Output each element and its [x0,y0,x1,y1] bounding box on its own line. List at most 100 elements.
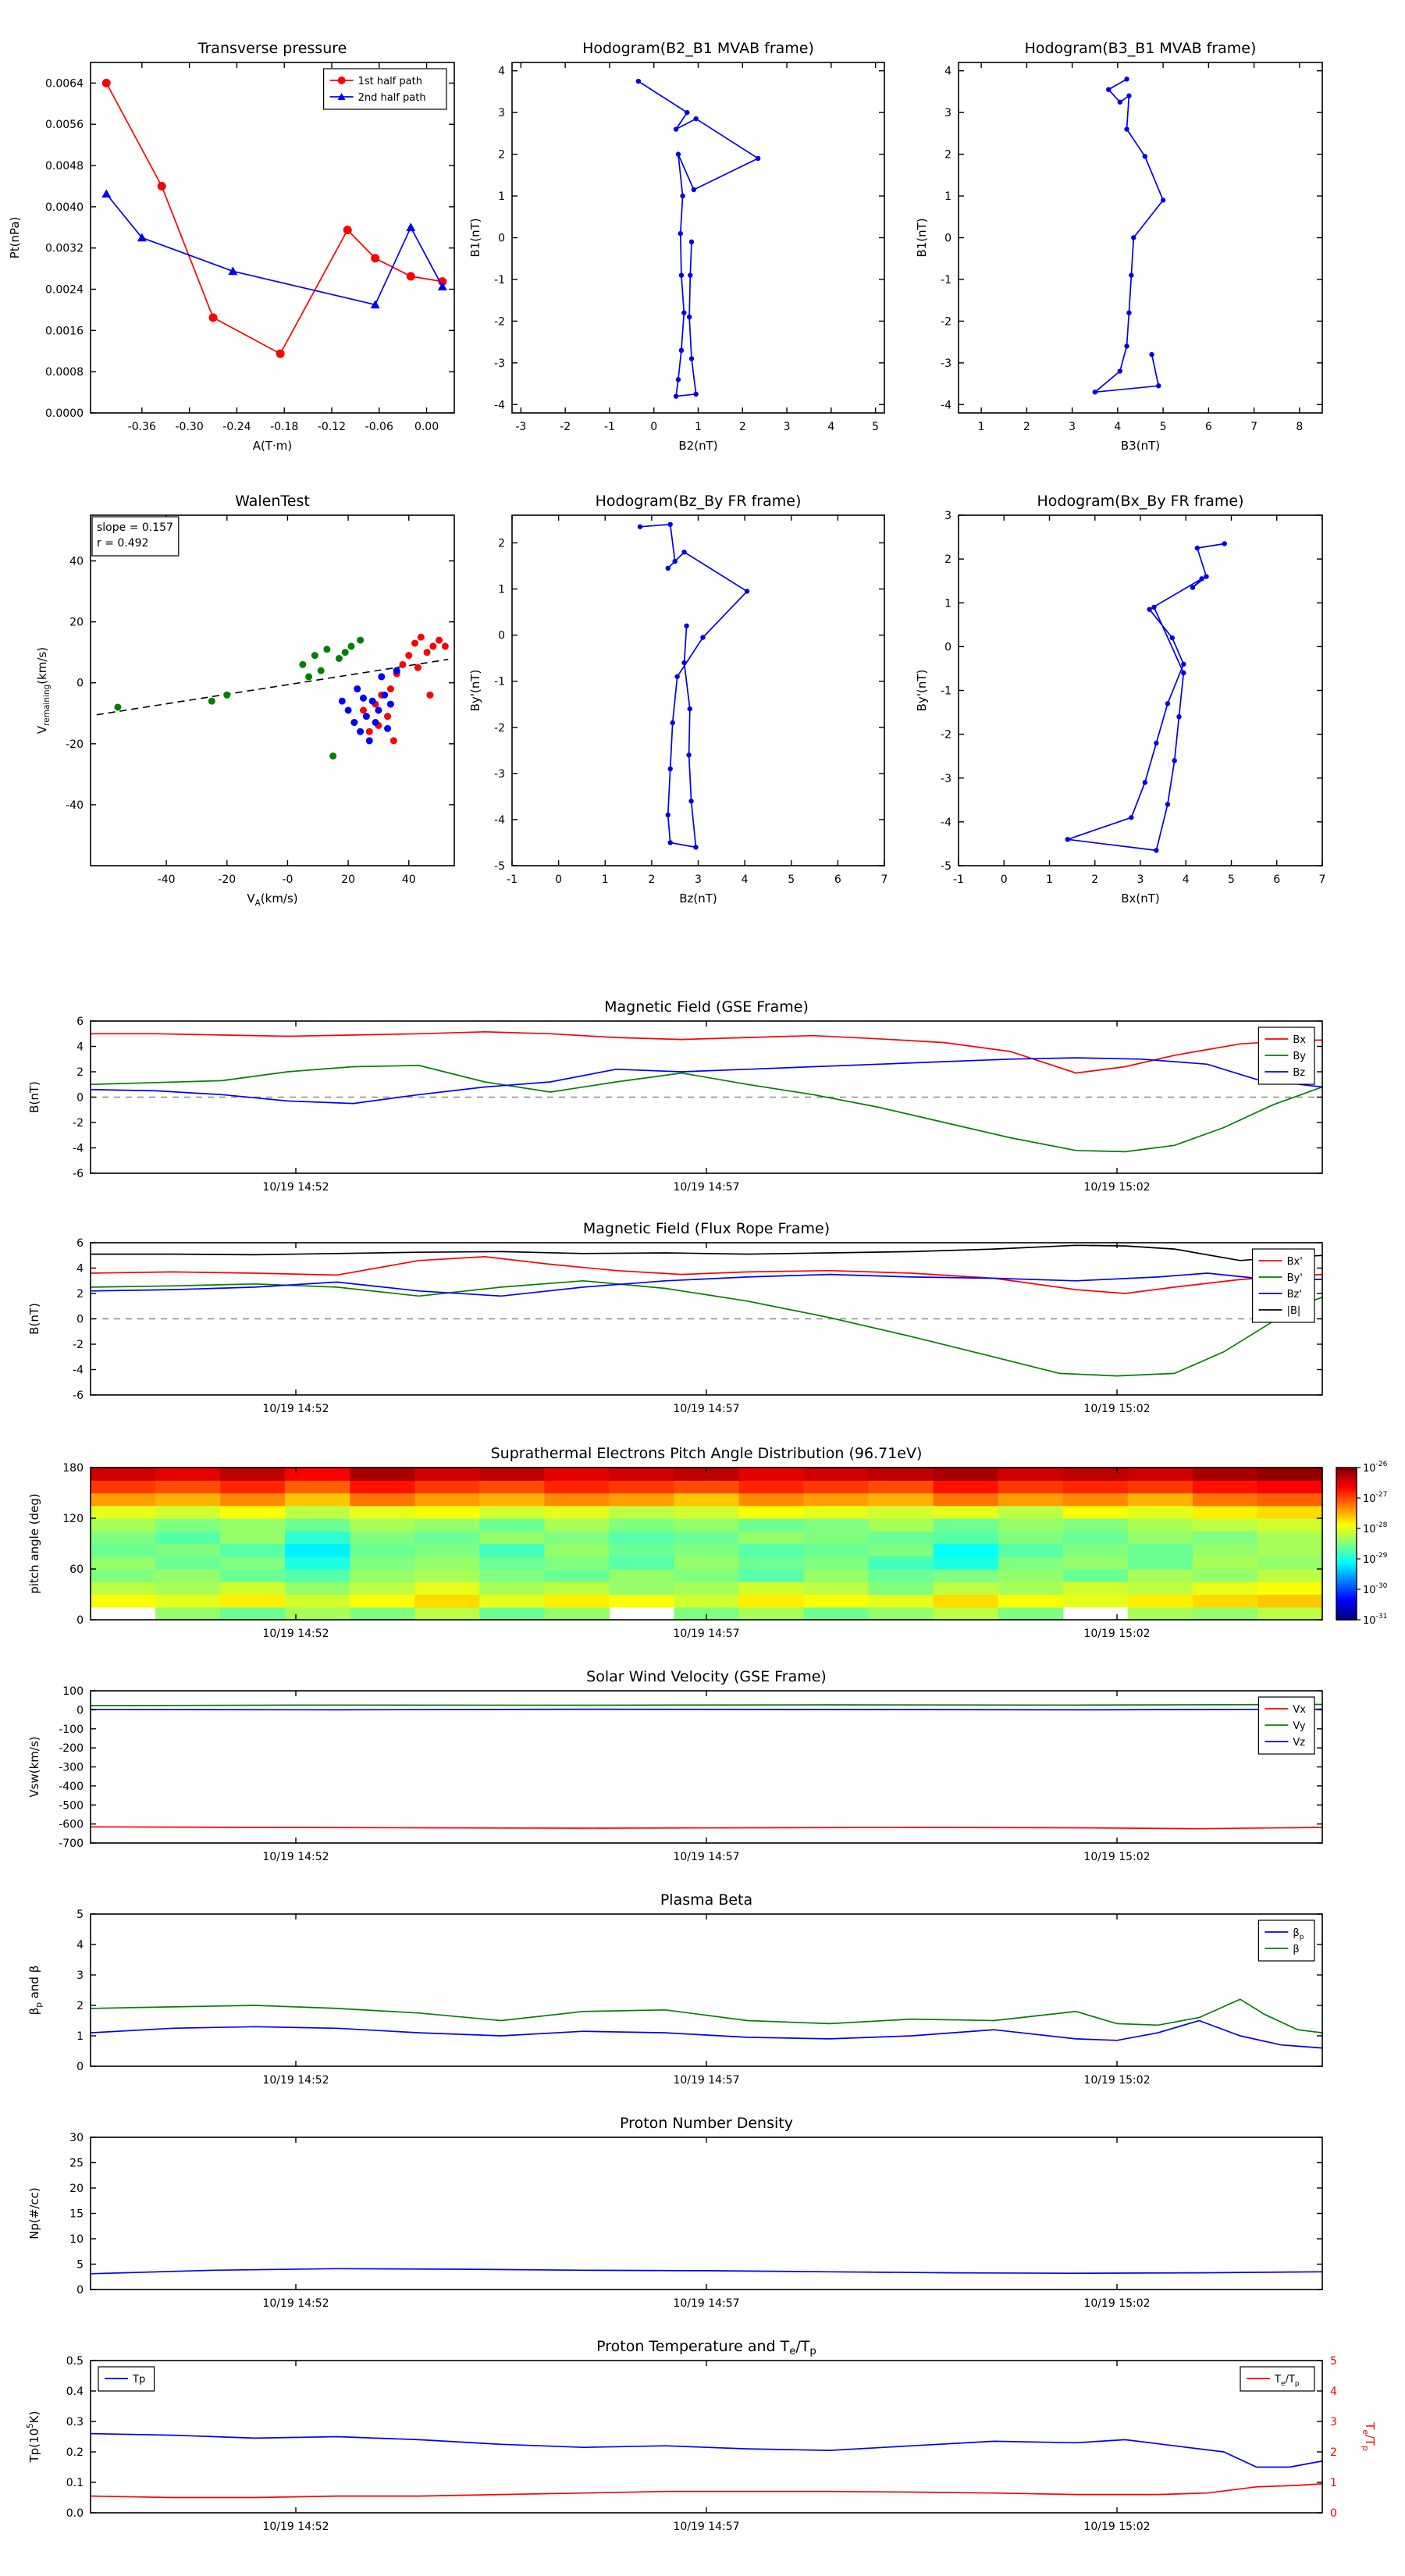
svg-text:10/19 14:52: 10/19 14:52 [262,1181,329,1194]
svg-text:-3: -3 [941,358,951,370]
svg-text:2nd half path: 2nd half path [358,92,426,104]
svg-text:3: 3 [76,1969,84,1982]
svg-text:Bx: Bx [1293,1034,1306,1046]
colorbar: 10-26 10-27 10-28 10-29 10-30 10-31 [1336,1461,1388,1627]
chart-proton-number-density: 10/19 14:52 10/19 14:57 10/19 15:02 0 5 10 15 2… [24,2106,1334,2325]
svg-text:r = 0.492: r = 0.492 [97,537,148,550]
y-axis: 0 60 120 180 [62,1462,1322,1627]
svg-text:By: By [1293,1051,1306,1062]
svg-text:1: 1 [76,2030,84,2043]
svg-text:1: 1 [1046,873,1053,886]
legend: Bx' By' Bz' |B| [1251,1248,1315,1323]
svg-text:-1: -1 [507,873,518,886]
chart-title: Magnetic Field (Flux Rope Frame) [583,1220,830,1237]
svg-text:0: 0 [650,421,657,433]
svg-text:10/19 14:57: 10/19 14:57 [673,1181,739,1194]
svg-text:5: 5 [76,2259,84,2272]
svg-text:40: 40 [69,556,84,568]
svg-text:-5: -5 [941,860,951,873]
svg-text:25: 25 [69,2158,84,2170]
svg-text:10/19 14:57: 10/19 14:57 [673,1851,739,1863]
svg-text:5: 5 [872,421,879,433]
svg-text:2: 2 [498,149,505,162]
svg-text:-40: -40 [66,799,84,812]
series-Bx [91,1030,1322,1074]
svg-text:10/19 14:57: 10/19 14:57 [673,1403,739,1415]
svg-text:|B|: |B| [1287,1305,1301,1317]
svg-text:Bz: Bz [1293,1067,1305,1079]
svg-text:0: 0 [498,233,505,245]
svg-text:4: 4 [76,1939,84,1952]
legend: 1st half path 2nd half path [323,68,447,110]
heatmap-cells [91,1468,1323,1621]
svg-text:-2: -2 [494,722,505,735]
svg-text:-5: -5 [494,860,505,873]
svg-text:-6: -6 [73,1168,84,1180]
y-label: Pt(nPa) [8,217,22,259]
svg-text:0.2: 0.2 [66,2446,84,2459]
svg-text:10-28: 10-28 [1363,1521,1388,1535]
svg-text:10/19 15:02: 10/19 15:02 [1083,1181,1150,1194]
y-axis: 0 5 10 15 20 25 30 [69,2132,1322,2297]
svg-text:40: 40 [402,873,416,886]
svg-text:10-29: 10-29 [1363,1552,1388,1566]
svg-text:4: 4 [944,66,951,78]
chart-title: Hodogram(Bz_By FR frame) [596,493,802,510]
series-Vy [91,1703,1322,1706]
svg-text:10: 10 [69,2233,84,2246]
svg-text:-200: -200 [59,1742,84,1755]
svg-text:-20: -20 [66,738,84,751]
svg-text:10/19 14:52: 10/19 14:52 [262,1851,329,1863]
x-axis: 10/19 14:52 10/19 14:57 10/19 15:02 [262,2361,1151,2533]
svg-text:2: 2 [944,553,951,566]
svg-text:0: 0 [555,873,562,886]
walen-test-svg: -40 -20 -0 20 40 -40 -20 0 20 40 WalenTest VA(km/s)… [35,493,455,908]
series-Vx [91,1826,1322,1830]
hodogram-bzby-svg: -1 0 1 2 3 4 5 6 7 -5 -4 -3 -2 -1 0 1 2 Hodogram(Bz_By FR… [468,493,887,906]
svg-text:-700: -700 [59,1838,84,1850]
mf-fr-svg: 10/19 14:52 10/19 14:57 10/19 15:02 -6 -4 -2 0… [27,1220,1323,1415]
svg-text:-3: -3 [941,773,951,785]
x-label: A(T·m) [253,439,293,453]
svg-text:2: 2 [76,2000,84,2012]
svg-text:3: 3 [944,510,951,522]
series-Bx' [91,1256,1322,1294]
chart-walen-test: -40 -20 -0 20 40 -40 -20 0 20 40 WalenTest VA(km/s)… [32,480,466,913]
svg-text:-4: -4 [494,814,505,827]
svg-text:0: 0 [1001,873,1008,886]
chart-title: Proton Temperature and Te/Tp [596,2338,816,2357]
svg-text:-2: -2 [941,729,951,742]
svg-text:-4: -4 [941,817,951,829]
y-label: B(nT) [27,1303,41,1335]
svg-text:-0.12: -0.12 [318,421,346,433]
svg-text:1: 1 [498,584,505,596]
svg-text:10/19 14:57: 10/19 14:57 [673,1628,739,1640]
y-axis: -4 -3 -2 -1 0 1 2 3 4 [941,66,1322,411]
svg-text:10/19 15:02: 10/19 15:02 [1083,2074,1150,2087]
series-red-points [350,633,449,745]
chart-plasma-beta: 10/19 14:52 10/19 14:57 10/19 15:02 0 1 2 3 4 5 P… [24,1883,1334,2101]
chart-title: Transverse pressure [197,40,347,57]
right-y-axis: 0 1 2 3 4 5 Te/Tp [1317,2355,1377,2520]
svg-text:-3: -3 [494,768,505,781]
svg-text:8: 8 [1296,421,1303,433]
svg-text:5: 5 [1160,421,1167,433]
svg-text:3: 3 [498,107,505,119]
svg-text:0: 0 [498,630,505,642]
svg-text:4: 4 [498,66,505,78]
chart-transverse-pressure: -0.36 -0.30 -0.24 -0.18 -0.12 -0.06 0.00 0.0000… [5,27,466,460]
axes-box [511,62,885,414]
svg-text:0: 0 [76,1314,84,1326]
legend: Te/Tp [1240,2366,1315,2392]
svg-text:1: 1 [944,190,951,203]
series-blue-points [338,667,400,745]
svg-text:2: 2 [739,421,746,433]
x-axis: 10/19 14:52 10/19 14:57 10/19 15:02 [262,2137,1151,2310]
svg-text:-2: -2 [941,315,951,328]
y-axis: -40 -20 0 20 40 [66,556,454,812]
svg-text:10/19 14:52: 10/19 14:52 [262,2074,329,2087]
svg-text:10/19 14:52: 10/19 14:52 [262,2297,329,2310]
chart-title: WalenTest [235,493,310,510]
y-label: By'(nT) [915,670,929,712]
chart-magnetic-field-flux-rope: 10/19 14:52 10/19 14:57 10/19 15:02 -6 -4 -2 0… [24,1212,1334,1430]
